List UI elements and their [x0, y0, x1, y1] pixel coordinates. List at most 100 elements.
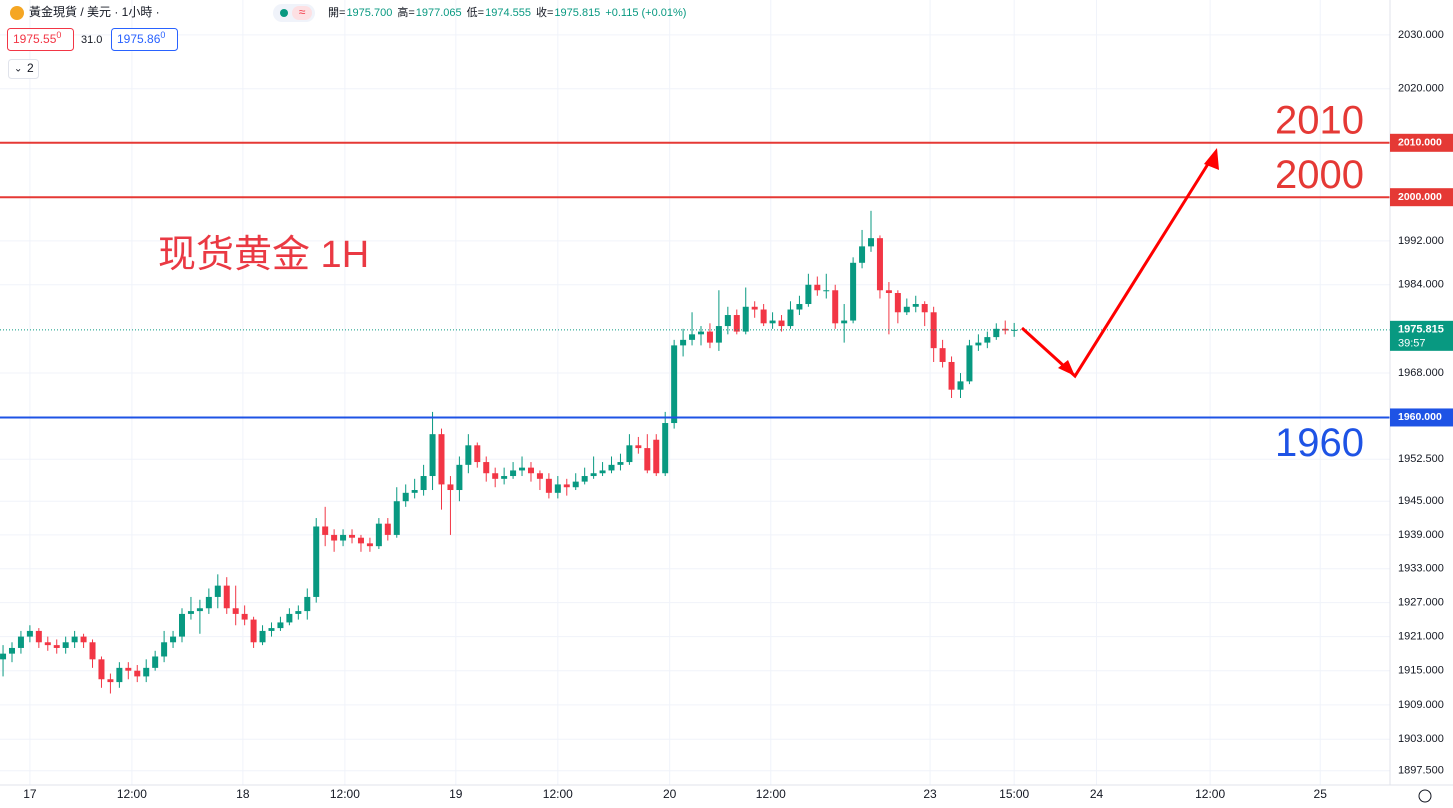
candle-body: [241, 613, 248, 620]
candle-body: [993, 328, 1000, 338]
candle-body: [912, 304, 919, 307]
candle-body: [939, 348, 946, 362]
candle-body: [742, 306, 749, 332]
indicator-count: 2: [27, 61, 34, 75]
candle-body: [948, 361, 955, 390]
candle-body: [894, 293, 901, 313]
indicator-toggle[interactable]: [8, 59, 39, 79]
candle-body: [599, 470, 606, 474]
candle-body: [438, 434, 445, 485]
x-tick-label: 12:00: [756, 787, 786, 801]
candle-body: [384, 523, 391, 535]
y-tick-label: 1939.000: [1398, 529, 1444, 541]
candle-body: [662, 423, 669, 474]
candle-body: [80, 636, 87, 643]
candle-body: [876, 238, 883, 291]
candle-body: [295, 611, 302, 614]
x-tick-label: 25: [1314, 787, 1328, 801]
symbol-icon: [10, 6, 24, 20]
candle-body: [313, 526, 320, 597]
candle-body: [98, 659, 105, 680]
candle-body: [519, 467, 526, 471]
x-tick-label: 12:00: [330, 787, 360, 801]
y-tick-label: 1921.000: [1398, 631, 1444, 643]
x-tick-label: 20: [663, 787, 677, 801]
x-tick-label: 17: [23, 787, 37, 801]
y-tick-label: 1992.000: [1398, 235, 1444, 247]
candle-body: [152, 656, 159, 668]
level-badge: [1390, 188, 1453, 207]
candle-body: [187, 611, 194, 614]
level-label: 2010: [1275, 98, 1364, 142]
candle-body: [680, 339, 687, 346]
level-badge-label: 1960.000: [1398, 411, 1442, 423]
level-badge-label: 2010.000: [1398, 137, 1442, 149]
candle-body: [107, 679, 114, 683]
candle-body: [420, 476, 427, 491]
y-tick-label: 1927.000: [1398, 597, 1444, 609]
level-label: 2000: [1275, 153, 1364, 197]
candle-body: [116, 667, 123, 683]
candle-body: [205, 596, 212, 609]
quote-item: 1974.555: [485, 7, 531, 19]
candle-body: [787, 309, 794, 327]
candle-body: [268, 628, 275, 631]
candle-body: [483, 462, 490, 474]
candle-body: [733, 315, 740, 332]
candle-body: [653, 439, 660, 474]
axis-labels: 2030.000 2020.000 1992.000 1984.000 1968.000…: [23, 29, 1453, 801]
buy-button[interactable]: [111, 28, 178, 51]
x-tick-label: 24: [1090, 787, 1104, 801]
ask: 1975.860: [117, 30, 165, 46]
candle-body: [331, 534, 338, 541]
candle-body: [44, 642, 51, 646]
annotation: 现货黄金 1H: [158, 234, 369, 276]
candle-body: [26, 630, 33, 637]
candle-body: [527, 467, 534, 474]
candle-body: [510, 470, 517, 477]
candle-body: [706, 331, 713, 343]
candle-body: [232, 608, 239, 614]
settings-icon[interactable]: [1418, 789, 1432, 803]
candle-body: [179, 613, 186, 637]
y-tick-label: 1903.000: [1398, 733, 1444, 745]
y-tick-label: 1984.000: [1398, 279, 1444, 291]
candle-body: [429, 434, 436, 477]
candle-body: [563, 484, 570, 488]
arrow-head: [1058, 360, 1075, 376]
x-tick-label: 15:00: [999, 787, 1029, 801]
candle-body: [447, 484, 454, 491]
forecast-arrow: [1020, 155, 1215, 379]
candle-body: [536, 473, 543, 479]
candle-body: [671, 345, 678, 424]
candle-body: [322, 526, 329, 535]
candle-body: [125, 667, 132, 671]
candle-body: [868, 238, 875, 247]
y-tick-label: 1952.500: [1398, 453, 1444, 465]
candle-body: [554, 484, 561, 493]
price-axis: [1390, 0, 1453, 808]
delay-icon: ≈: [299, 5, 306, 19]
candle-body: [841, 320, 848, 324]
candle-body: [89, 642, 96, 660]
delay-badge: [292, 6, 312, 20]
candle-body: [608, 464, 615, 471]
countdown: 39:57: [1398, 338, 1426, 350]
candle-body: [375, 523, 382, 547]
candle-body: [626, 445, 633, 463]
x-tick-label: 18: [236, 787, 250, 801]
candle-body: [71, 636, 78, 643]
candle-body: [349, 534, 356, 538]
level-badge: [1390, 133, 1453, 152]
candle-body: [340, 534, 347, 541]
sell-button[interactable]: [7, 28, 74, 51]
candle-body: [885, 290, 892, 294]
candle-body: [590, 473, 597, 477]
candle-body: [492, 473, 499, 479]
candle-body: [465, 445, 472, 465]
candle-body: [975, 342, 982, 346]
candle-body: [456, 464, 463, 491]
chevron: ⌄: [14, 64, 22, 75]
candle-body: [161, 642, 168, 657]
